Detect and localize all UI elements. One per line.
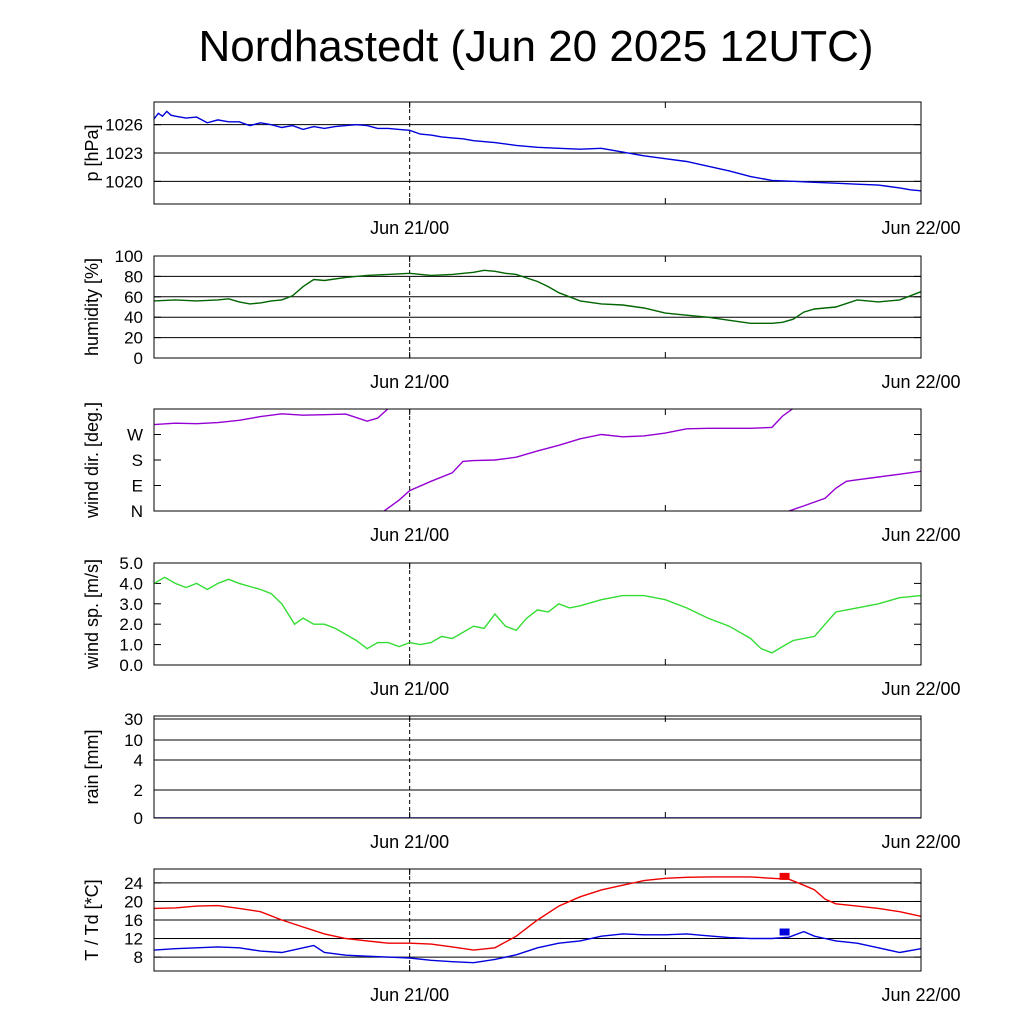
wind_speed-ytick-label: 3.0 — [119, 595, 143, 614]
pressure-ytick-label: 1023 — [105, 144, 143, 163]
humidity-frame — [153, 255, 922, 359]
humidity-ytick-label: 40 — [124, 308, 143, 327]
rain-ytick-label: 2 — [134, 781, 143, 800]
pressure-ytick-label: 1020 — [105, 172, 143, 191]
humidity-ytick-label: 20 — [124, 329, 143, 348]
wind_direction-series-line-1 — [383, 409, 794, 511]
wind_speed-ytick-label: 2.0 — [119, 615, 143, 634]
pressure-series-line-0 — [154, 110, 921, 192]
wind_direction-ytick-label: E — [132, 477, 143, 496]
rain-frame — [153, 715, 922, 819]
wind_speed-ytick-label: 4.0 — [119, 574, 143, 593]
temperature-ytick-label: 8 — [134, 948, 143, 967]
wind_direction-xtick-label: Jun 21/00 — [370, 525, 449, 545]
temperature-marker-1 — [779, 928, 790, 936]
wind_direction-ylabel: wind dir. [deg.] — [82, 402, 102, 519]
temperature-ytick-label: 12 — [124, 930, 143, 949]
temperature-xtick-label: Jun 21/00 — [370, 985, 449, 1005]
wind_speed-ylabel: wind sp. [m/s] — [82, 559, 102, 670]
humidity-ytick-label: 80 — [124, 267, 143, 286]
wind_direction-series-line-0 — [154, 409, 389, 426]
temperature-marker-0 — [779, 872, 790, 880]
temperature-xtick-label: Jun 22/00 — [881, 985, 960, 1005]
wind_direction-xtick-label: Jun 22/00 — [881, 525, 960, 545]
rain-ytick-label: 4 — [134, 751, 143, 770]
humidity-ytick-label: 100 — [115, 247, 143, 266]
wind_speed-series-line-0 — [154, 576, 921, 654]
wind_direction-frame — [153, 408, 922, 512]
wind_direction-ytick-label: W — [127, 426, 143, 445]
humidity-ytick-label: 60 — [124, 288, 143, 307]
humidity-ylabel: humidity [%] — [82, 258, 102, 356]
wind_speed-ytick-label: 1.0 — [119, 636, 143, 655]
pressure-xtick-label: Jun 22/00 — [881, 218, 960, 238]
humidity-xtick-label: Jun 21/00 — [370, 372, 449, 392]
rain-ytick-label: 10 — [124, 731, 143, 750]
rain-ytick-label: 30 — [124, 710, 143, 729]
temperature-ytick-label: 16 — [124, 911, 143, 930]
wind_speed-xtick-label: Jun 21/00 — [370, 679, 449, 699]
wind_speed-ytick-label: 5.0 — [119, 554, 143, 573]
pressure-xtick-label: Jun 21/00 — [370, 218, 449, 238]
temperature-ytick-label: 20 — [124, 892, 143, 911]
wind_speed-ytick-label: 0.0 — [119, 656, 143, 675]
temperature-ylabel: T / Td [*C] — [82, 879, 102, 960]
wind_direction-ytick-label: N — [131, 502, 143, 521]
rain-ytick-label: 0 — [134, 809, 143, 828]
rain-xtick-label: Jun 21/00 — [370, 832, 449, 852]
temperature-series-line-0 — [154, 876, 921, 951]
wind_direction-ytick-label: S — [132, 451, 143, 470]
rain-ylabel: rain [mm] — [82, 729, 102, 804]
humidity-xtick-label: Jun 22/00 — [881, 372, 960, 392]
pressure-ytick-label: 1026 — [105, 116, 143, 135]
humidity-ytick-label: 0 — [134, 349, 143, 368]
wind_speed-xtick-label: Jun 22/00 — [881, 679, 960, 699]
pressure-ylabel: p [hPa] — [82, 124, 102, 181]
wind_speed-frame — [153, 562, 922, 666]
wind_direction-series-line-2 — [788, 470, 921, 511]
chart-title: Nordhastedt (Jun 20 2025 12UTC) — [198, 22, 874, 71]
rain-xtick-label: Jun 22/00 — [881, 832, 960, 852]
temperature-frame — [153, 868, 922, 972]
pressure-frame — [153, 101, 922, 205]
temperature-ytick-label: 24 — [124, 874, 143, 893]
humidity-series-line-0 — [154, 269, 921, 324]
temperature-series-line-1 — [154, 930, 921, 964]
